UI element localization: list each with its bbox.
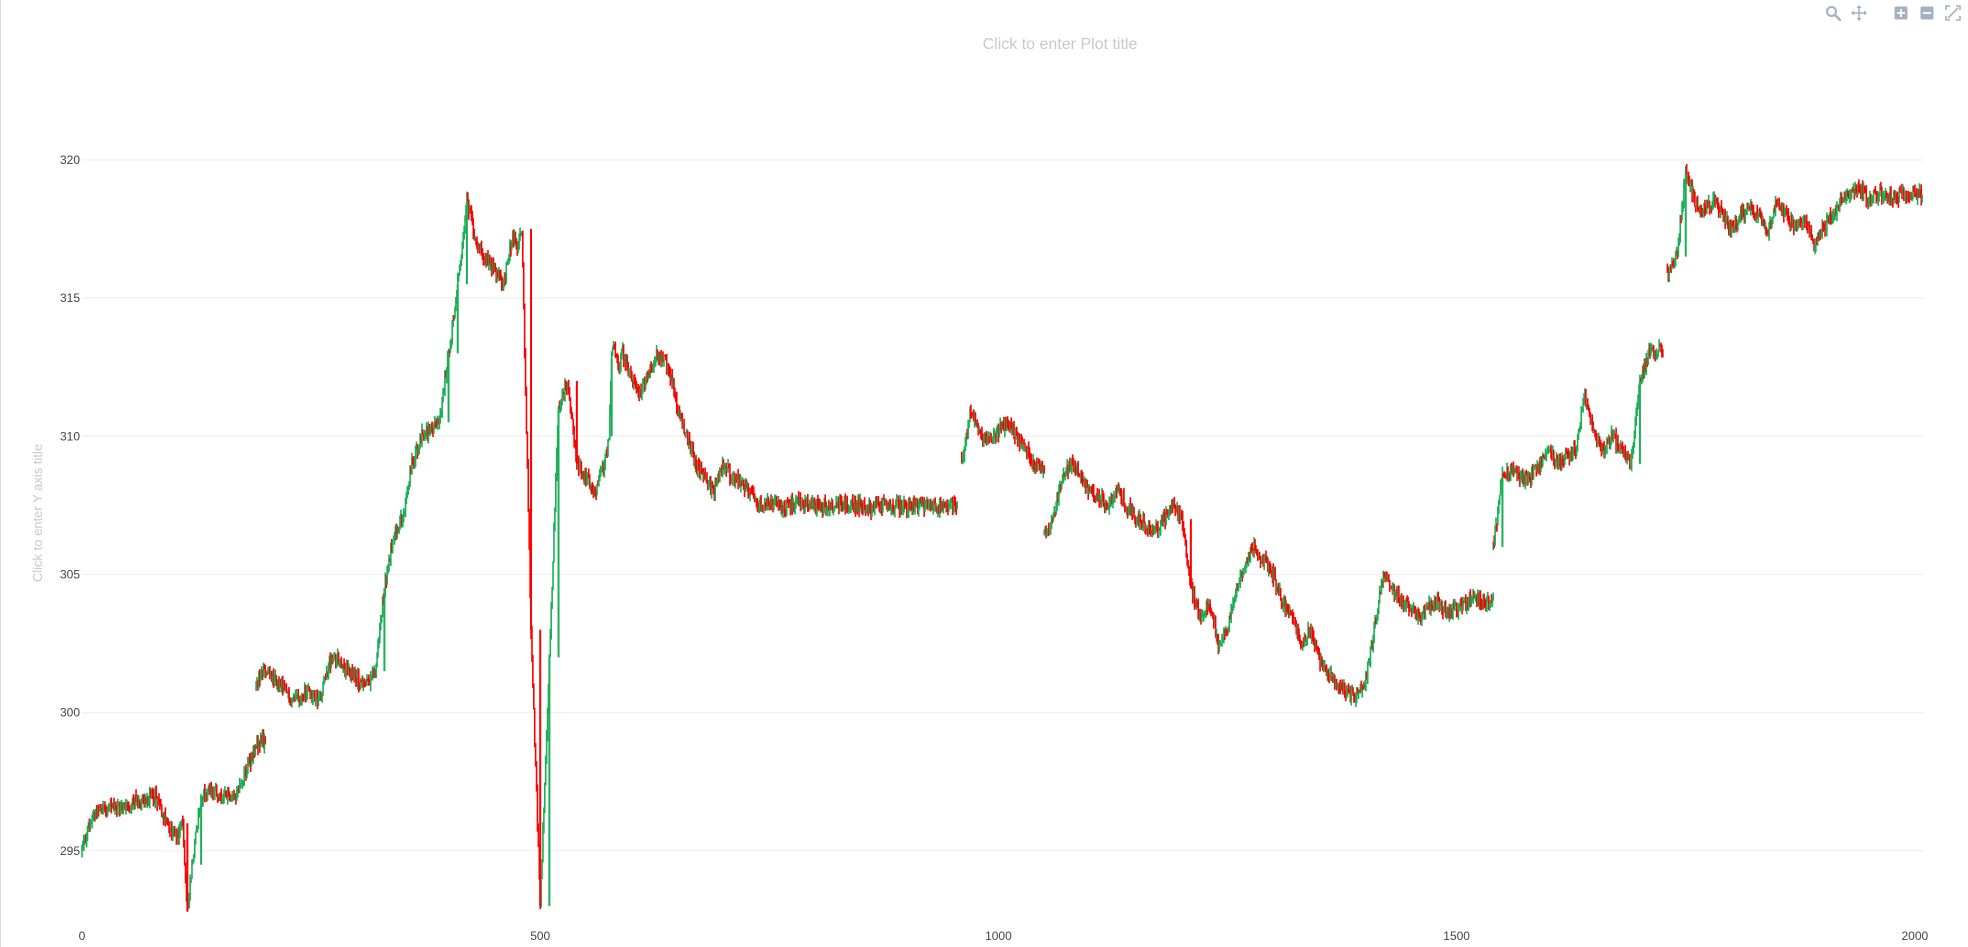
y-tick-label: 310 xyxy=(60,429,80,443)
zoom-out-icon xyxy=(1920,6,1934,20)
x-tick-label: 0 xyxy=(79,929,86,943)
modebar xyxy=(1824,4,1962,22)
x-axis-ticks: 0 500 1000 1500 2000 xyxy=(79,929,1929,943)
x-tick-label: 2000 xyxy=(1901,929,1928,943)
autoscale-icon xyxy=(1945,5,1961,21)
y-axis-title-placeholder[interactable]: Click to enter Y axis title xyxy=(30,444,45,582)
pan-button[interactable] xyxy=(1850,4,1868,22)
zoom-in-button[interactable] xyxy=(1892,4,1910,22)
y-tick-label: 315 xyxy=(60,291,80,305)
zoom-icon xyxy=(1826,6,1841,21)
zoom-button[interactable] xyxy=(1824,4,1842,22)
left-border xyxy=(0,0,1,947)
x-tick-label: 1000 xyxy=(985,929,1012,943)
grid-lines xyxy=(82,159,1924,852)
y-tick-label: 300 xyxy=(60,706,80,720)
zoom-in-icon xyxy=(1894,6,1908,20)
pan-icon xyxy=(1851,5,1867,21)
zoom-out-button[interactable] xyxy=(1918,4,1936,22)
x-tick-label: 1500 xyxy=(1443,929,1470,943)
y-axis-ticks: 295 300 305 310 315 320 xyxy=(60,153,80,858)
autoscale-button[interactable] xyxy=(1944,4,1962,22)
candles[interactable] xyxy=(81,163,1923,912)
y-tick-label: 305 xyxy=(60,567,80,581)
x-tick-label: 500 xyxy=(530,929,550,943)
plot-title-placeholder[interactable]: Click to enter Plot title xyxy=(983,36,1138,53)
y-tick-label: 295 xyxy=(60,844,80,858)
y-tick-label: 320 xyxy=(60,153,80,167)
